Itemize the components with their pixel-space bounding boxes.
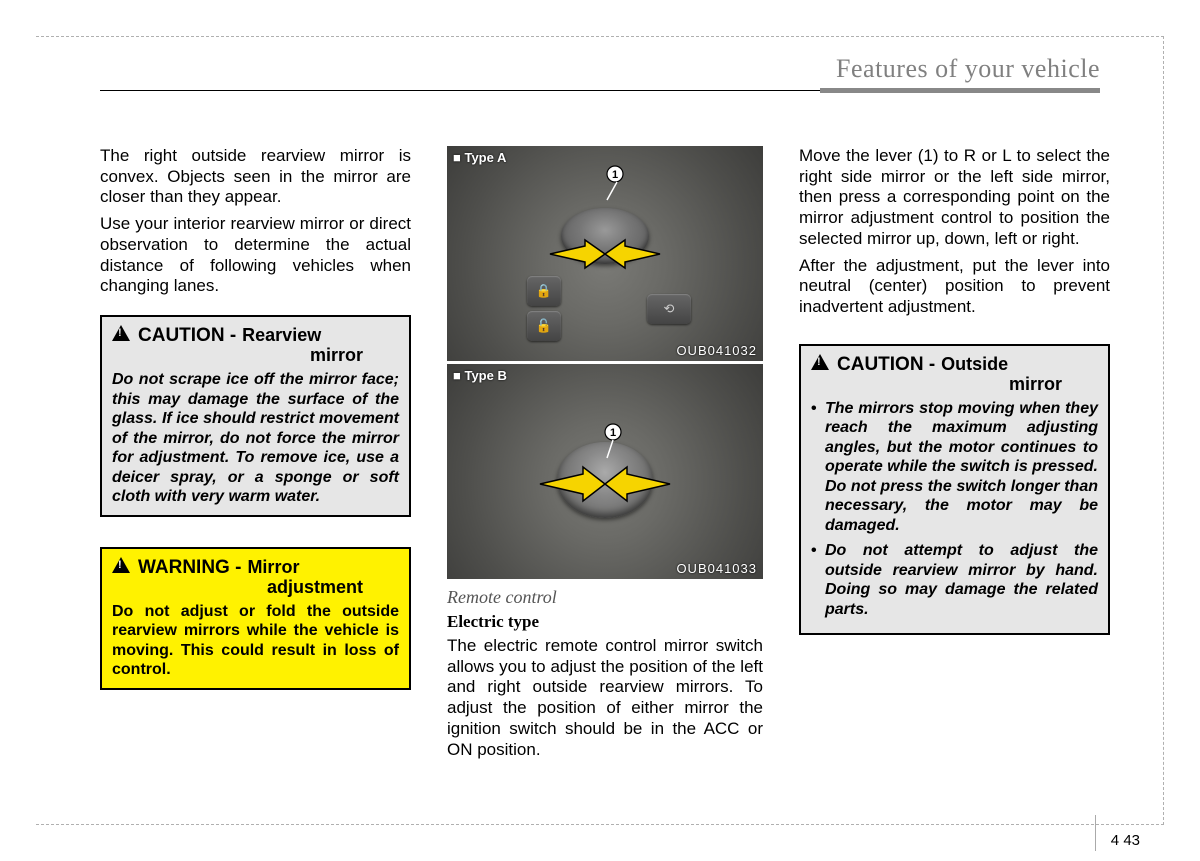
chapter-number: 4 [1111, 832, 1119, 849]
caution2-item-1: The mirrors stop moving when they reach … [811, 399, 1098, 536]
warning-body: Do not adjust or fold the outside rearvi… [112, 602, 399, 680]
figure-type-a: ■ Type A 🔒 🔓 ⟲ 1 OUB041032 [447, 146, 763, 361]
leader-1-a: 1 [605, 164, 645, 204]
page-number-rule [1095, 815, 1096, 851]
caution-heading: CAUTION - Rearview [112, 325, 399, 347]
caution2-subject-2: mirror [811, 374, 1098, 395]
column-left: The right outside rearview mirror is con… [100, 146, 411, 766]
caution2-item-2: Do not attempt to adjust the outside rea… [811, 541, 1098, 619]
figure-a-code: OUB041032 [676, 343, 757, 358]
mirror-knob-a [561, 208, 649, 264]
fold-button-icon: ⟲ [647, 294, 691, 324]
warning-heading: WARNING - Mirror [112, 557, 399, 579]
caution-subject-2: mirror [112, 345, 399, 366]
warning-mirror-box: WARNING - Mirror adjustment Do not adjus… [100, 547, 411, 690]
warning-icon [112, 557, 130, 573]
caution2-heading: CAUTION - Outside [811, 354, 1098, 376]
header-rule [100, 90, 1100, 91]
para-after-adjust: After the adjustment, put the lever into… [799, 256, 1110, 318]
caution-subject-1: Rearview [242, 326, 321, 346]
caution-outside-box: CAUTION - Outside mirror The mirrors sto… [799, 344, 1110, 636]
lock-button-icon: 🔒 [527, 276, 561, 306]
column-center: ■ Type A 🔒 🔓 ⟲ 1 OUB041032 ■ Type B [447, 146, 763, 766]
unlock-button-icon: 🔓 [527, 311, 561, 341]
caption-remote-control: Remote control [447, 587, 763, 608]
content-columns: The right outside rearview mirror is con… [100, 146, 1110, 766]
caution-label: CAUTION - [138, 326, 236, 347]
page-number-value: 43 [1123, 832, 1140, 849]
page-number: 4 43 [1111, 832, 1140, 849]
header-rule-accent [820, 88, 1100, 93]
warning-subject-2: adjustment [112, 577, 399, 598]
figure-b-label: ■ Type B [453, 368, 507, 383]
caution2-icon [811, 354, 829, 370]
figure-b-code: OUB041033 [676, 561, 757, 576]
figure-a-label: ■ Type A [453, 150, 506, 165]
leader-1-b: 1 [603, 422, 643, 462]
caution2-subject-1: Outside [941, 355, 1008, 375]
caution2-body: The mirrors stop moving when they reach … [811, 399, 1098, 620]
header-title: Features of your vehicle [100, 54, 1100, 84]
caution2-label: CAUTION - [837, 355, 935, 376]
caution-rearview-box: CAUTION - Rearview mirror Do not scrape … [100, 315, 411, 517]
figure-type-b: ■ Type B 1 OUB041033 [447, 364, 763, 579]
caption-electric-type: Electric type [447, 612, 763, 632]
warning-subject-1: Mirror [247, 558, 299, 578]
page-header: Features of your vehicle [100, 54, 1100, 91]
para-electric-switch: The electric remote control mirror switc… [447, 636, 763, 760]
para-use-interior: Use your interior rearview mirror or dir… [100, 214, 411, 297]
caution-icon [112, 325, 130, 341]
svg-text:1: 1 [610, 427, 616, 439]
column-right: Move the lever (1) to R or L to select t… [799, 146, 1110, 766]
caution-body: Do not scrape ice off the mirror face; t… [112, 370, 399, 507]
svg-text:1: 1 [612, 169, 618, 181]
warning-label: WARNING - [138, 558, 241, 579]
para-move-lever: Move the lever (1) to R or L to select t… [799, 146, 1110, 250]
para-convex-mirror: The right outside rearview mirror is con… [100, 146, 411, 208]
